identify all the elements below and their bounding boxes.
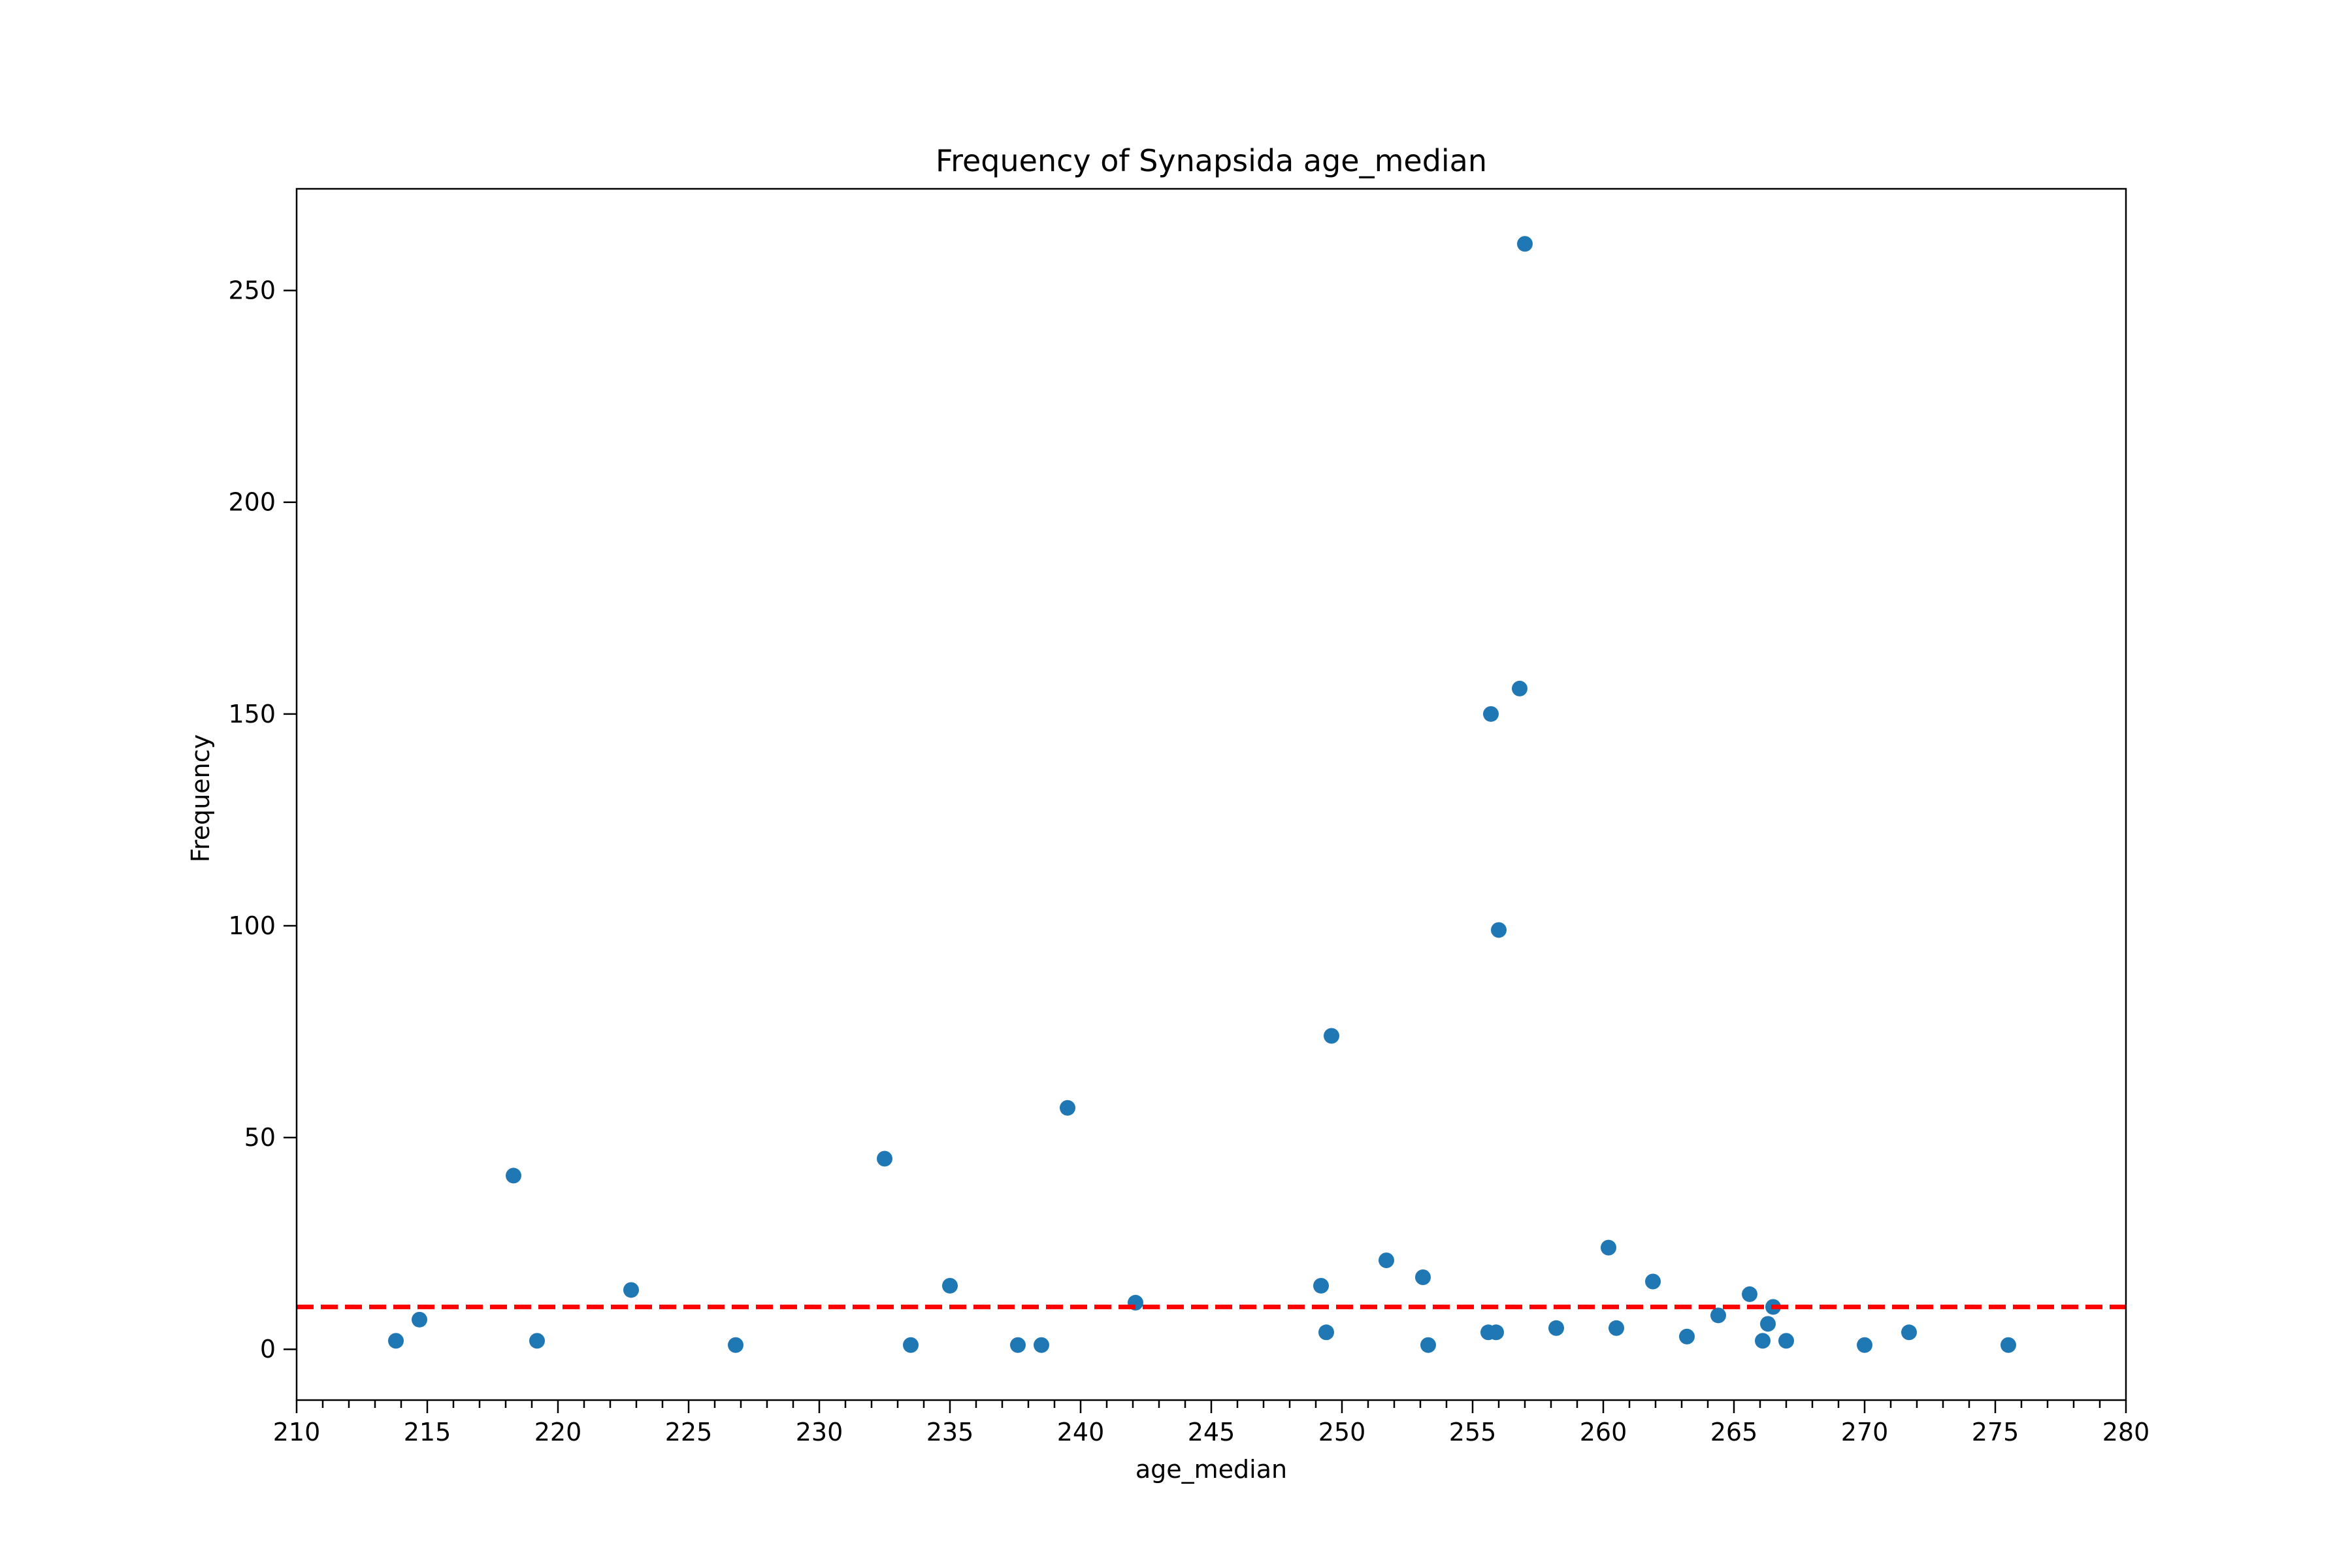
data-point (1034, 1337, 1049, 1353)
x-tick-label: 270 (1841, 1418, 1889, 1446)
data-point (388, 1333, 404, 1349)
x-tick-label: 220 (534, 1418, 582, 1446)
data-point (623, 1282, 639, 1298)
data-point (2001, 1337, 2016, 1353)
data-point (1010, 1337, 1026, 1353)
x-tick-label: 215 (404, 1418, 451, 1446)
data-point (1517, 236, 1533, 252)
y-tick-label: 250 (228, 276, 276, 305)
data-point (1857, 1337, 1872, 1353)
x-tick-label: 235 (926, 1418, 974, 1446)
x-tick-label: 260 (1580, 1418, 1627, 1446)
y-axis: 0 50 100 150 200 250 (228, 276, 297, 1364)
data-point (1488, 1324, 1504, 1341)
x-tick-label: 245 (1188, 1418, 1235, 1446)
data-point (1313, 1277, 1329, 1294)
data-point (1778, 1333, 1794, 1349)
x-tick-label: 275 (1972, 1418, 2019, 1446)
x-tick-label: 255 (1449, 1418, 1497, 1446)
x-tick-label: 250 (1318, 1418, 1366, 1446)
y-tick-label: 0 (260, 1335, 276, 1364)
data-point (1755, 1333, 1771, 1349)
data-point (903, 1337, 919, 1353)
data-point (1060, 1100, 1075, 1116)
x-tick-label: 265 (1710, 1418, 1758, 1446)
data-point (1645, 1273, 1661, 1290)
data-point (1742, 1286, 1757, 1302)
y-tick-label: 100 (228, 911, 276, 940)
data-point (506, 1168, 521, 1184)
data-point (942, 1277, 958, 1294)
data-point (1601, 1239, 1616, 1256)
data-point (728, 1337, 743, 1353)
y-tick-label: 200 (228, 488, 276, 517)
x-axis: 210 215 220 225 230 235 240 245 250 255 260 265 270 2… (273, 1400, 2150, 1446)
x-tick-label: 230 (796, 1418, 843, 1446)
x-axis-label: age_median (1135, 1455, 1287, 1484)
data-point (1512, 680, 1527, 696)
data-point (1710, 1307, 1726, 1324)
data-point (1379, 1252, 1394, 1269)
data-point (1491, 922, 1507, 938)
data-point (1324, 1028, 1339, 1044)
x-tick-label: 210 (273, 1418, 321, 1446)
data-point (1415, 1269, 1431, 1286)
data-point (877, 1151, 892, 1167)
data-point (1609, 1320, 1624, 1336)
data-point (1679, 1328, 1695, 1345)
data-point (1483, 706, 1499, 722)
data-point (412, 1311, 427, 1328)
data-point (1760, 1316, 1776, 1332)
x-tick-label: 280 (2102, 1418, 2150, 1446)
y-tick-label: 50 (244, 1123, 276, 1152)
chart-title: Frequency of Synapsida age_median (936, 143, 1487, 178)
data-point (1901, 1324, 1917, 1341)
x-tick-label: 240 (1057, 1418, 1105, 1446)
points-layer (388, 236, 2016, 1353)
data-point (1420, 1337, 1436, 1353)
x-tick-label: 225 (665, 1418, 713, 1446)
data-point (1548, 1320, 1564, 1336)
y-tick-label: 150 (228, 700, 276, 728)
plot-frame (295, 188, 2127, 1401)
y-axis-label: Frequency (186, 734, 215, 862)
data-point (1318, 1324, 1334, 1341)
data-point (529, 1333, 545, 1349)
